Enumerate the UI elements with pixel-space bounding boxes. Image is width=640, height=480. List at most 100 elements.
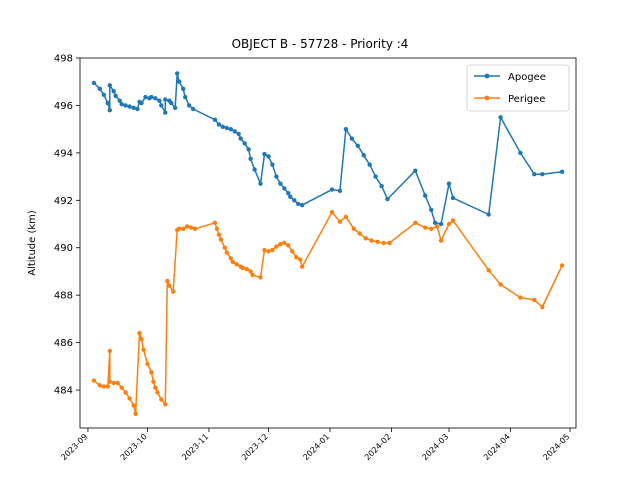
apogee-data-point bbox=[149, 94, 154, 100]
perigee-data-point bbox=[429, 226, 434, 231]
apogee-data-point bbox=[181, 86, 186, 92]
apogee-data-point bbox=[379, 183, 384, 189]
perigee-data-point bbox=[111, 380, 116, 386]
perigee-data-point bbox=[163, 402, 168, 407]
perigee-data-point bbox=[375, 239, 380, 244]
perigee-data-point bbox=[248, 269, 253, 274]
legend-apogee-marker bbox=[484, 73, 490, 79]
apogee-data-point bbox=[432, 220, 438, 225]
apogee-data-point bbox=[349, 136, 354, 141]
apogee-data-point bbox=[246, 147, 251, 152]
perigee-data-point bbox=[540, 304, 545, 310]
apogee-data-point bbox=[450, 195, 456, 201]
perigee-data-point bbox=[262, 247, 267, 253]
apogee-data-point bbox=[242, 141, 247, 146]
apogee-data-point bbox=[532, 172, 537, 177]
legend: Apogee Perigee bbox=[466, 64, 570, 112]
legend-perigee-label: Perigee bbox=[508, 94, 545, 105]
perigee-data-point bbox=[153, 385, 158, 390]
apogee-data-point bbox=[429, 207, 434, 212]
y-tick-label: 496 bbox=[54, 101, 73, 112]
apogee-data-point bbox=[212, 117, 218, 122]
apogee-data-point bbox=[274, 174, 279, 179]
apogee-data-point bbox=[518, 150, 523, 156]
apogee-data-point bbox=[446, 181, 452, 186]
apogee-data-point bbox=[238, 136, 243, 141]
apogee-data-point bbox=[262, 151, 267, 157]
apogee-data-point bbox=[101, 92, 107, 98]
apogee-data-point bbox=[413, 168, 418, 173]
apogee-data-point bbox=[169, 100, 174, 106]
perigee-data-point bbox=[133, 411, 138, 416]
perigee-data-point bbox=[450, 218, 456, 223]
y-tick-label: 488 bbox=[54, 291, 73, 302]
perigee-data-point bbox=[298, 257, 303, 262]
perigee-data-point bbox=[270, 247, 275, 253]
perigee-data-point bbox=[369, 238, 374, 243]
perigee-data-point bbox=[149, 370, 154, 375]
apogee-data-point bbox=[153, 96, 158, 101]
apogee-data-point bbox=[286, 191, 291, 196]
chart-title: OBJECT B - 57728 - Priority :4 bbox=[232, 37, 409, 51]
apogee-data-point bbox=[143, 94, 148, 100]
perigee-data-point bbox=[363, 236, 368, 241]
perigee-data-point bbox=[413, 220, 418, 225]
perigee-data-point bbox=[230, 259, 235, 265]
perigee-data-point bbox=[218, 237, 224, 242]
y-tick-label: 484 bbox=[54, 386, 73, 397]
perigee-data-point bbox=[127, 396, 132, 401]
perigee-data-point bbox=[171, 289, 176, 294]
perigee-data-point bbox=[446, 221, 452, 227]
perigee-data-point bbox=[282, 240, 287, 246]
perigee-data-point bbox=[351, 226, 356, 231]
apogee-data-point bbox=[216, 122, 222, 127]
apogee-data-point bbox=[186, 103, 192, 108]
apogee-data-point bbox=[423, 193, 428, 198]
perigee-data-point bbox=[97, 383, 103, 388]
perigee-data-point bbox=[139, 336, 144, 342]
perigee-data-point bbox=[177, 226, 182, 231]
apogee-data-point bbox=[123, 103, 128, 108]
apogee-data-point bbox=[111, 89, 116, 94]
apogee-data-point bbox=[175, 71, 180, 76]
perigee-data-point bbox=[159, 397, 164, 402]
perigee-data-point bbox=[101, 384, 107, 389]
perigee-data-point bbox=[423, 225, 428, 230]
series-layer bbox=[91, 71, 565, 416]
perigee-data-point bbox=[212, 220, 218, 225]
apogee-data-point bbox=[559, 169, 565, 174]
perigee-data-point bbox=[216, 232, 222, 237]
apogee-data-point bbox=[157, 98, 162, 103]
perigee-data-point bbox=[559, 263, 565, 268]
apogee-data-point bbox=[183, 94, 188, 100]
apogee-data-point bbox=[163, 110, 168, 115]
apogee-data-point bbox=[91, 80, 97, 86]
perigee-data-point bbox=[329, 210, 335, 215]
perigee-data-point bbox=[337, 219, 343, 224]
perigee-data-point bbox=[91, 378, 97, 383]
apogee-data-point bbox=[173, 105, 178, 111]
apogee-data-point bbox=[105, 100, 111, 106]
apogee-data-point bbox=[278, 181, 283, 186]
perigee-data-point bbox=[155, 390, 160, 395]
perigee-data-point bbox=[214, 226, 220, 231]
y-axis-label: Altitude (km) bbox=[27, 210, 38, 276]
apogee-data-point bbox=[367, 162, 372, 167]
apogee-data-point bbox=[163, 97, 168, 102]
apogee-data-point bbox=[97, 86, 103, 92]
perigee-data-point bbox=[286, 243, 291, 248]
apogee-data-point bbox=[119, 102, 124, 107]
apogee-data-point bbox=[232, 129, 237, 134]
perigee-data-point bbox=[532, 297, 537, 303]
perigee-data-point bbox=[518, 295, 523, 300]
apogee-data-point bbox=[373, 174, 378, 179]
apogee-data-point bbox=[228, 127, 233, 132]
axes-frame bbox=[79, 57, 577, 429]
legend-perigee-marker bbox=[484, 95, 490, 101]
perigee-data-point bbox=[188, 225, 194, 230]
perigee-data-point bbox=[184, 224, 190, 229]
apogee-data-point bbox=[258, 181, 263, 186]
perigee-data-point bbox=[258, 275, 263, 280]
apogee-data-point bbox=[270, 162, 275, 167]
